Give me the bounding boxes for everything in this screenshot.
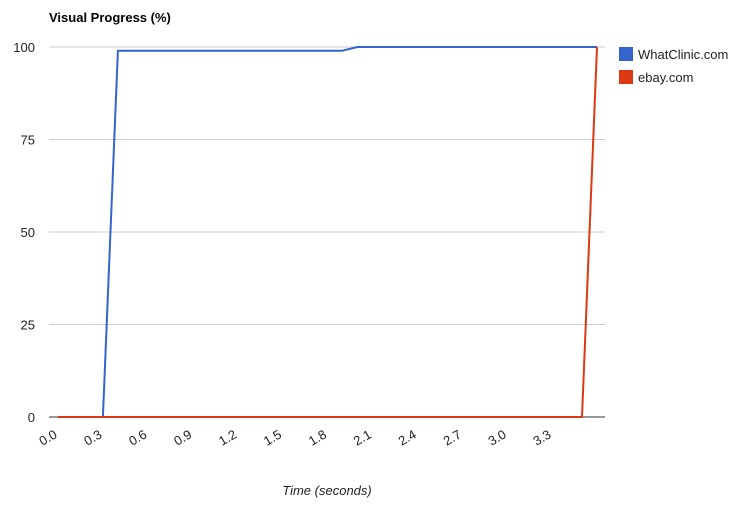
- y-tick-label: 25: [21, 318, 35, 333]
- x-axis-ticks: 0.0 0.3 0.6 0.9 1.2 1.5 1.8 2.1 2.4 2.7 3.0 3.3: [36, 427, 553, 449]
- x-tick-label: 0.3: [81, 427, 104, 449]
- x-tick-label: 3.0: [486, 427, 509, 449]
- series-lines: [58, 46, 598, 418]
- y-tick-label: 75: [21, 133, 35, 148]
- legend: WhatClinic.com ebay.com: [619, 47, 728, 85]
- x-tick-label: 0.6: [126, 427, 149, 449]
- x-tick-label: 2.4: [396, 427, 419, 449]
- gridlines: [49, 46, 605, 325]
- y-tick-label: 50: [21, 225, 35, 240]
- y-axis-ticks: 0 25 50 75 100: [13, 40, 35, 425]
- x-tick-label: 0.0: [36, 427, 59, 449]
- chart-title: Visual Progress (%): [49, 10, 171, 25]
- x-tick-label: 2.7: [441, 427, 464, 449]
- x-axis-label: Time (seconds): [282, 483, 371, 498]
- legend-label: ebay.com: [638, 70, 693, 85]
- y-tick-label: 100: [13, 40, 35, 55]
- x-tick-label: 2.1: [351, 427, 374, 449]
- legend-label: WhatClinic.com: [638, 47, 728, 62]
- series-line-1: [58, 46, 598, 418]
- x-tick-label: 1.2: [216, 427, 239, 449]
- x-tick-label: 1.5: [261, 427, 284, 449]
- legend-swatch: [619, 70, 633, 84]
- x-tick-label: 3.3: [530, 427, 553, 449]
- x-tick-label: 0.9: [171, 427, 194, 449]
- x-tick-label: 1.8: [306, 427, 329, 449]
- legend-swatch: [619, 47, 633, 61]
- y-tick-label: 0: [28, 410, 35, 425]
